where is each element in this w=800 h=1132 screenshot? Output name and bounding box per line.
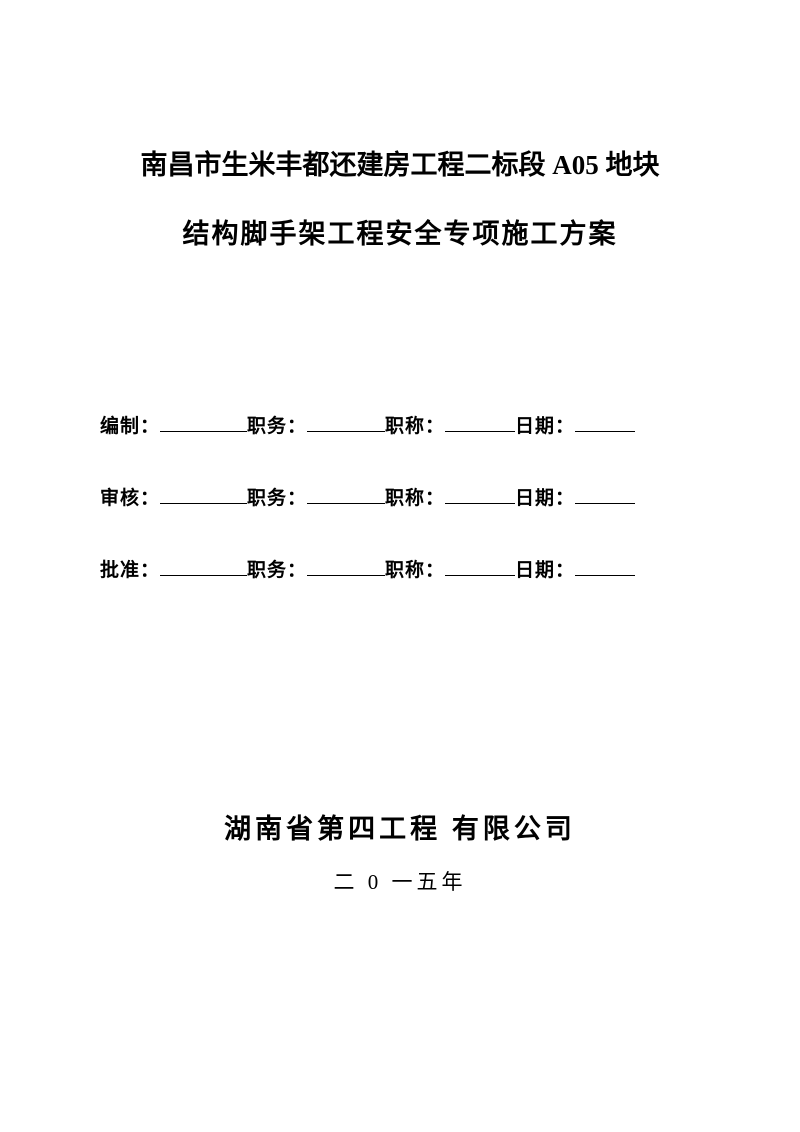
blank-field [307,485,385,504]
blank-field [307,557,385,576]
blank-field [575,557,635,576]
field-label: 职务： [247,483,307,510]
title-block: 南昌市生米丰都还建房工程二标段 A05 地块 结构脚手架工程安全专项施工方案 [100,140,700,261]
role-label: 批准： [100,555,160,582]
field-label: 日期： [515,483,575,510]
field-label: 职称： [385,483,445,510]
signature-block: 编制： 职务： 职称： 日期： 审核： 职务： 职称： 日期： 批准： 职务： … [100,411,700,627]
blank-field [160,413,247,432]
blank-field [307,413,385,432]
blank-field [445,413,515,432]
signature-row-compile: 编制： 职务： 职称： 日期： [100,411,700,438]
field-label: 日期： [515,411,575,438]
field-label: 职务： [247,555,307,582]
blank-field [160,557,247,576]
blank-field [160,485,247,504]
role-label: 编制： [100,411,160,438]
blank-field [575,485,635,504]
footer-block: 湖南省第四工程 有限公司 二 0 一五年 [100,807,700,896]
field-label: 职称： [385,411,445,438]
blank-field [445,485,515,504]
field-label: 日期： [515,555,575,582]
title-line-2: 结构脚手架工程安全专项施工方案 [100,209,700,260]
blank-field [445,557,515,576]
company-name: 湖南省第四工程 有限公司 [100,807,700,846]
document-page: 南昌市生米丰都还建房工程二标段 A05 地块 结构脚手架工程安全专项施工方案 编… [0,0,800,1132]
title-line-1: 南昌市生米丰都还建房工程二标段 A05 地块 [100,140,700,191]
field-label: 职务： [247,411,307,438]
blank-field [575,413,635,432]
year-text: 二 0 一五年 [100,866,700,896]
signature-row-approve: 批准： 职务： 职称： 日期： [100,555,700,582]
role-label: 审核： [100,483,160,510]
signature-row-review: 审核： 职务： 职称： 日期： [100,483,700,510]
field-label: 职称： [385,555,445,582]
